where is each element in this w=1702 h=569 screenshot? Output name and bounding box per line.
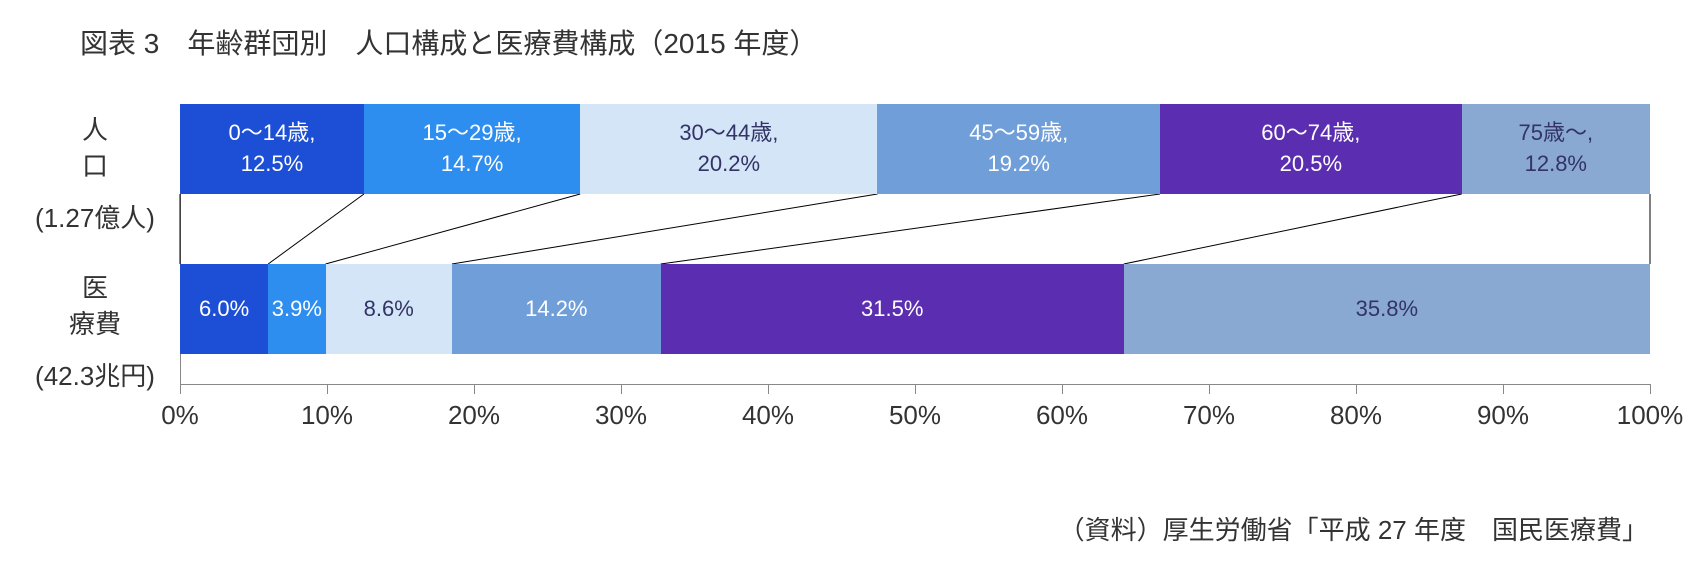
bar-segment: 30～44歳,20.2% [580,104,877,194]
connector-line [268,194,364,264]
x-tick-label: 70% [1183,400,1235,431]
x-tick-label: 30% [595,400,647,431]
x-tick-label: 50% [889,400,941,431]
bar-segment: 6.0% [180,264,268,354]
segment-label: 14.2% [452,294,661,325]
x-tick [768,384,769,394]
row-label-population-l1: 人 [82,115,108,145]
bar-medical-cost: 6.0%3.9%8.6%14.2%31.5%35.8% [180,264,1650,354]
x-tick [915,384,916,394]
x-tick [1503,384,1504,394]
bar-population: 0～14歳,12.5%15～29歳,14.7%30～44歳,20.2%45～59… [180,104,1650,194]
row-label-cost-l1: 医 [82,273,108,303]
x-tick-label: 10% [301,400,353,431]
x-tick-label: 80% [1330,400,1382,431]
bar-segment: 0～14歳,12.5% [180,104,364,194]
chart-source: （資料）厚生労働省「平成 27 年度 国民医療費」 [1059,510,1648,547]
bar-segment: 60～74歳,20.5% [1160,104,1462,194]
connector-line [452,194,878,264]
x-tick-label: 40% [742,400,794,431]
segment-label: 3.9% [268,294,325,325]
row-label-population-l2: 口 [82,151,108,181]
segment-label: 31.5% [661,294,1124,325]
segment-label: 15～29歳,14.7% [364,118,580,180]
x-tick [474,384,475,394]
segment-label: 8.6% [326,294,452,325]
connector-line [326,194,581,264]
row-sublabel-cost: (42.3兆円) [10,356,180,393]
segment-label: 30～44歳,20.2% [580,118,877,180]
x-tick-label: 60% [1036,400,1088,431]
x-tick [621,384,622,394]
bar-segment: 14.2% [452,264,661,354]
x-tick [1209,384,1210,394]
x-tick-label: 0% [161,400,199,431]
x-tick-label: 100% [1617,400,1684,431]
segment-label: 0～14歳,12.5% [180,118,364,180]
x-tick-label: 20% [448,400,500,431]
bar-segment: 75歳～,12.8% [1462,104,1650,194]
segment-label: 45～59歳,19.2% [877,118,1160,180]
bar-segment: 35.8% [1124,264,1650,354]
row-label-population: 人 口 [10,112,180,185]
bar-segment: 31.5% [661,264,1124,354]
row-sublabel-population: (1.27億人) [10,198,180,235]
row-label-cost: 医 療費 [10,270,180,343]
x-tick [180,384,181,394]
segment-label: 60～74歳,20.5% [1160,118,1462,180]
plot-area: 0%10%20%30%40%50%60%70%80%90%100% 人 口 (1… [180,104,1650,384]
x-tick [1650,384,1651,394]
bar-segment: 15～29歳,14.7% [364,104,580,194]
segment-label: 75歳～,12.8% [1462,118,1650,180]
chart-title: 図表 3 年齢群団別 人口構成と医療費構成（2015 年度） [80,22,817,62]
connector-line [661,194,1160,264]
x-tick-label: 90% [1477,400,1529,431]
x-tick [1356,384,1357,394]
row-label-cost-l2: 療費 [69,309,121,339]
x-tick [327,384,328,394]
bar-segment: 8.6% [326,264,452,354]
connector-line [1124,194,1462,264]
segment-label: 6.0% [180,294,268,325]
segment-label: 35.8% [1124,294,1650,325]
x-tick [1062,384,1063,394]
bar-segment: 45～59歳,19.2% [877,104,1160,194]
bar-segment: 3.9% [268,264,325,354]
